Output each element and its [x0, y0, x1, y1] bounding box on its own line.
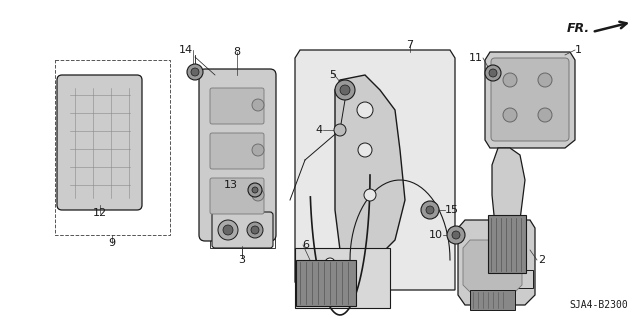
Circle shape — [485, 65, 501, 81]
Circle shape — [334, 124, 346, 136]
FancyBboxPatch shape — [210, 133, 264, 169]
Circle shape — [248, 183, 262, 197]
Polygon shape — [492, 148, 525, 240]
Polygon shape — [463, 240, 522, 292]
Text: 7: 7 — [406, 40, 413, 50]
Circle shape — [503, 73, 517, 87]
Text: FR.: FR. — [567, 21, 590, 34]
FancyBboxPatch shape — [212, 212, 273, 248]
FancyBboxPatch shape — [210, 178, 264, 214]
Text: 10: 10 — [429, 230, 443, 240]
Circle shape — [251, 226, 259, 234]
FancyBboxPatch shape — [210, 88, 264, 124]
FancyBboxPatch shape — [199, 69, 276, 241]
Circle shape — [252, 189, 264, 201]
Polygon shape — [485, 52, 575, 148]
Circle shape — [252, 187, 258, 193]
Circle shape — [538, 108, 552, 122]
Circle shape — [187, 64, 203, 80]
Circle shape — [252, 144, 264, 156]
Bar — [55, 60, 170, 235]
Circle shape — [421, 201, 439, 219]
Text: 9: 9 — [108, 238, 116, 248]
Circle shape — [335, 80, 355, 100]
Bar — [296, 260, 356, 306]
Text: 15: 15 — [445, 205, 459, 215]
Text: 13: 13 — [224, 180, 238, 190]
Text: SJA4-B2300: SJA4-B2300 — [569, 300, 628, 310]
Circle shape — [357, 102, 373, 118]
FancyBboxPatch shape — [491, 58, 569, 141]
Bar — [470, 290, 515, 310]
Text: 12: 12 — [93, 208, 107, 218]
Circle shape — [452, 231, 460, 239]
Text: 5: 5 — [330, 70, 337, 80]
Text: 3: 3 — [239, 255, 246, 265]
Circle shape — [426, 206, 434, 214]
Text: 14: 14 — [179, 45, 193, 55]
Text: 6: 6 — [302, 240, 309, 250]
Circle shape — [247, 222, 263, 238]
Circle shape — [364, 189, 376, 201]
Circle shape — [538, 73, 552, 87]
Circle shape — [191, 68, 199, 76]
Text: 1: 1 — [575, 45, 582, 55]
Circle shape — [325, 258, 335, 268]
Circle shape — [325, 280, 335, 290]
Circle shape — [489, 69, 497, 77]
Text: 4: 4 — [316, 125, 323, 135]
Bar — [295, 248, 390, 308]
Bar — [488, 215, 526, 273]
Circle shape — [340, 85, 350, 95]
Text: 8: 8 — [234, 47, 241, 57]
Circle shape — [358, 143, 372, 157]
Polygon shape — [458, 220, 535, 305]
Circle shape — [503, 108, 517, 122]
Text: 11: 11 — [469, 53, 483, 63]
Bar — [210, 210, 275, 248]
Circle shape — [223, 225, 233, 235]
Polygon shape — [295, 50, 455, 290]
Polygon shape — [335, 75, 405, 265]
Circle shape — [252, 99, 264, 111]
Text: 2: 2 — [538, 255, 545, 265]
Circle shape — [218, 220, 238, 240]
FancyBboxPatch shape — [57, 75, 142, 210]
Bar — [483, 270, 533, 288]
Circle shape — [447, 226, 465, 244]
